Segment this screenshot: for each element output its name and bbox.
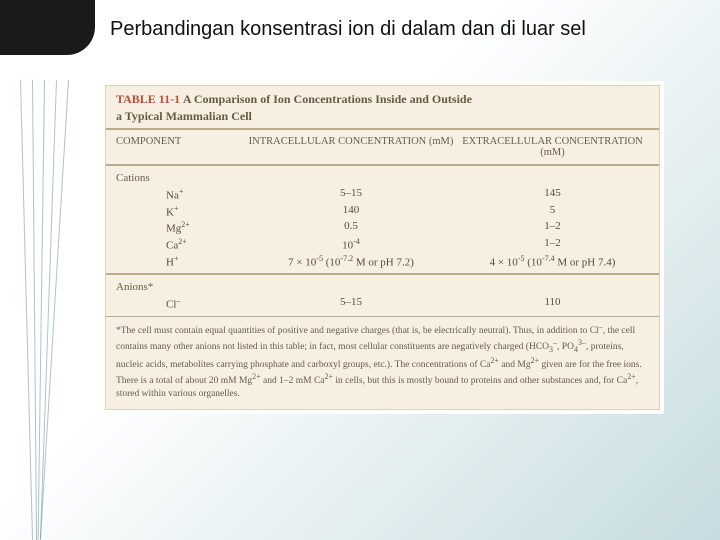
table-row: Na+5–15145 [106,186,659,203]
header-extracellular: EXTRACELLULAR CONCENTRATION (mM) [456,136,649,158]
corner-accent [0,0,95,55]
anions-section-label: Anions* [106,275,659,295]
table-caption-line2: a Typical Mammalian Cell [116,109,649,124]
table-row: Ca2+10-41–2 [106,236,659,253]
ion-name: Na+ [116,187,246,202]
table-footnote: *The cell must contain equal quantities … [106,317,659,409]
table-row: Cl–5–15110 [106,295,659,312]
table-label: TABLE 11-1 [116,92,180,106]
extracellular-value: 110 [456,296,649,311]
intracellular-value: 0.5 [246,220,456,235]
ion-name: Mg2+ [116,220,246,235]
intracellular-value: 5–15 [246,296,456,311]
table-caption: TABLE 11-1 A Comparison of Ion Concentra… [106,86,659,130]
table-row: K+1405 [106,203,659,220]
ion-concentration-table: TABLE 11-1 A Comparison of Ion Concentra… [105,85,660,410]
intracellular-value: 140 [246,204,456,219]
table-row: H+7 × 10-5 (10-7.2 M or pH 7.2)4 × 10-5 … [106,253,659,270]
page-title: Perbandingan konsentrasi ion di dalam da… [110,18,586,41]
ion-name: Cl– [116,296,246,311]
ion-name: H+ [116,254,246,269]
table-column-headers: COMPONENT INTRACELLULAR CONCENTRATION (m… [106,130,659,166]
extracellular-value: 4 × 10-5 (10-7.4 M or pH 7.4) [456,254,649,269]
intracellular-value: 5–15 [246,187,456,202]
table-row: Mg2+0.51–2 [106,219,659,236]
extracellular-value: 1–2 [456,220,649,235]
ion-name: Ca2+ [116,237,246,252]
extracellular-value: 5 [456,204,649,219]
header-intracellular: INTRACELLULAR CONCENTRATION (mM) [246,136,456,158]
header-component: COMPONENT [116,136,246,158]
intracellular-value: 7 × 10-5 (10-7.2 M or pH 7.2) [246,254,456,269]
ion-name: K+ [116,204,246,219]
decorative-lines [18,80,78,540]
extracellular-value: 1–2 [456,237,649,252]
cations-section-label: Cations [106,166,659,186]
extracellular-value: 145 [456,187,649,202]
table-caption-line1: A Comparison of Ion Concentrations Insid… [183,92,472,106]
intracellular-value: 10-4 [246,237,456,252]
